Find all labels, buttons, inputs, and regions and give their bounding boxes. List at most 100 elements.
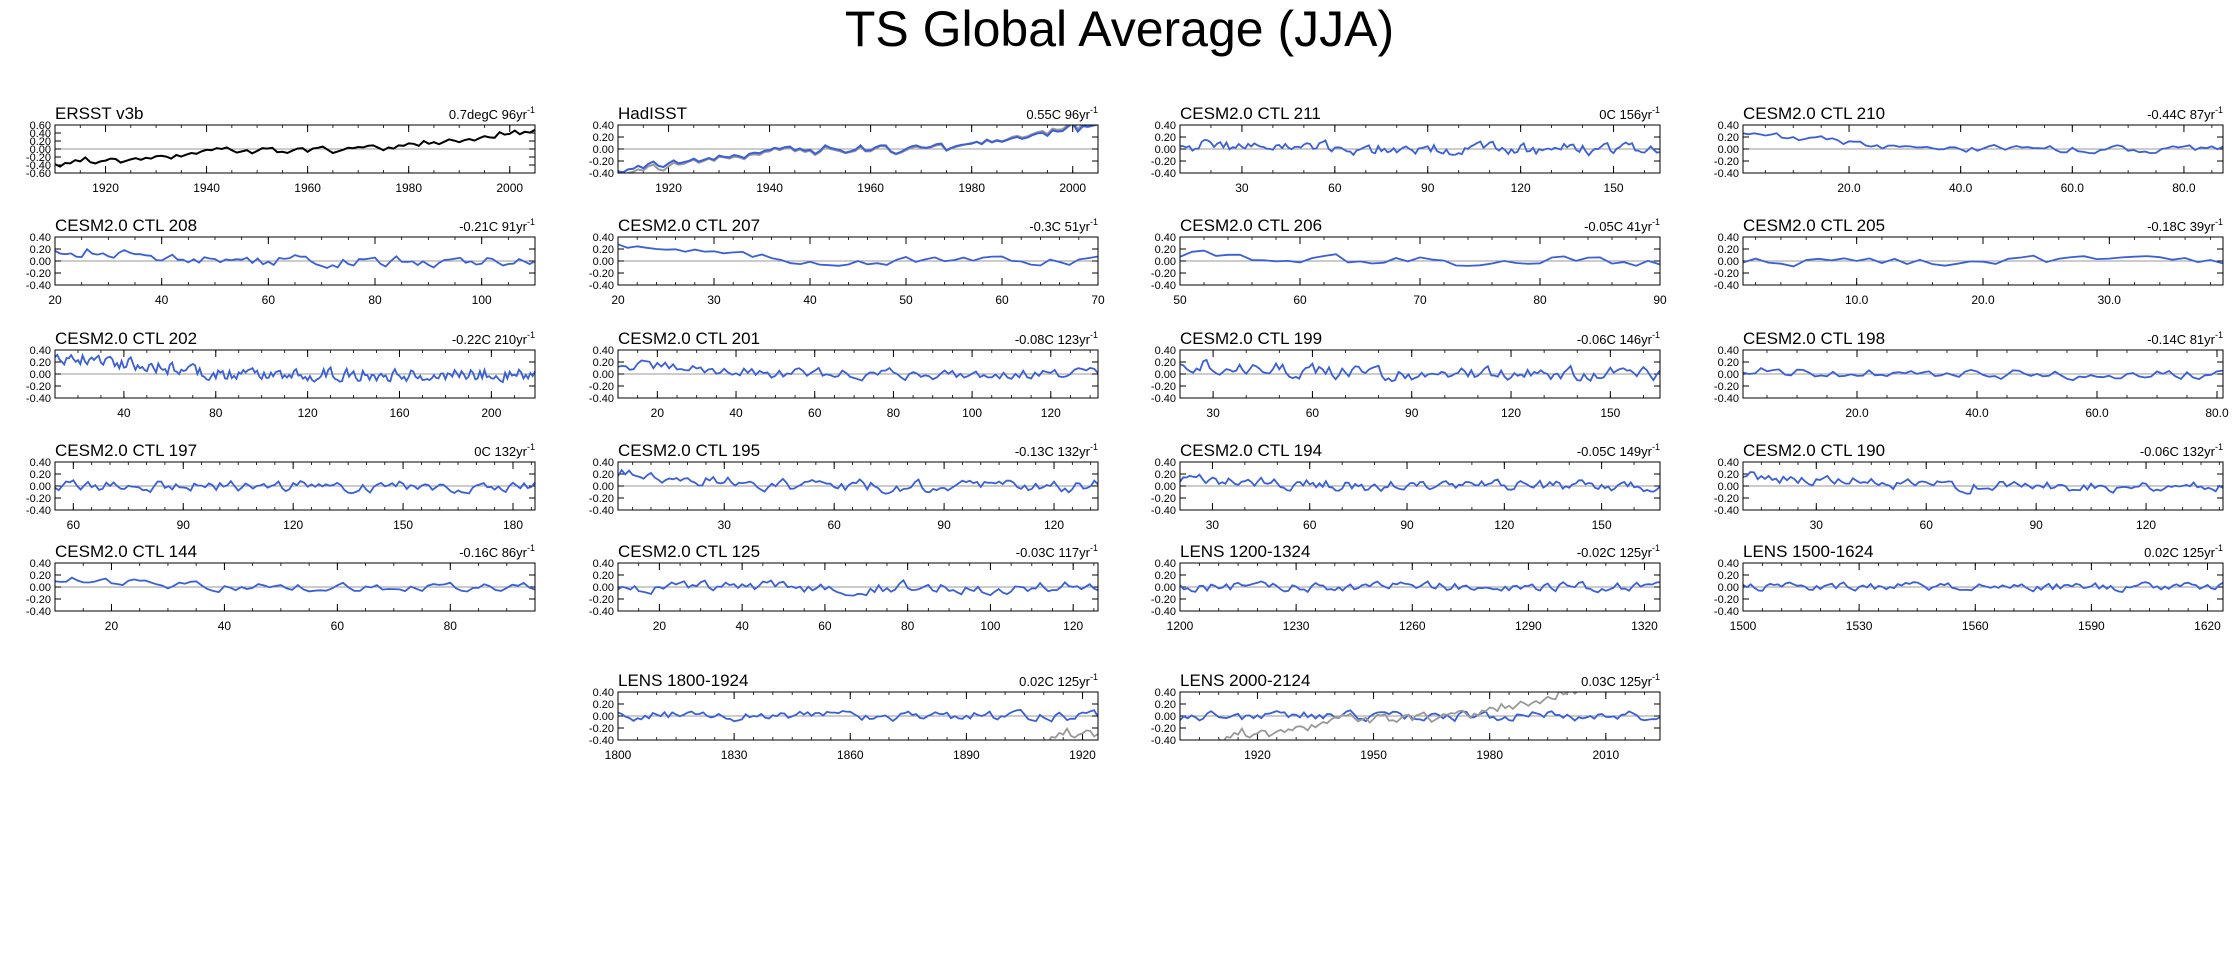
plot-frame — [617, 349, 1099, 399]
x-tick-label: 30 — [1206, 518, 1220, 532]
x-tick-label: 1980 — [1476, 748, 1503, 762]
x-tick-label: 1800 — [605, 748, 632, 762]
y-tick-label: -0.20 — [1714, 493, 1739, 505]
plot-frame — [617, 691, 1099, 741]
y-tick-label: 0.40 — [593, 687, 614, 699]
panel-trend: 0.03C 125yr-1 — [1581, 672, 1660, 689]
x-tick-label: 60 — [1303, 518, 1317, 532]
plot-frame — [54, 562, 536, 612]
panel-trend: 0.02C 125yr-1 — [1019, 672, 1098, 689]
x-tick-label: 1920 — [655, 181, 682, 195]
trend-exponent: -1 — [1652, 672, 1660, 682]
model-series-line — [55, 576, 535, 594]
x-tick-label: 150 — [1600, 406, 1620, 420]
panel-trend: -0.05C 41yr-1 — [1584, 217, 1660, 234]
x-tick-label: 80 — [368, 293, 382, 307]
x-tick-label: 60 — [995, 293, 1009, 307]
x-tick-label: 60 — [1920, 518, 1934, 532]
x-tick-label: 30 — [718, 518, 732, 532]
panel-title: CESM2.0 CTL 144 — [55, 542, 197, 561]
y-tick-label: -0.40 — [589, 735, 614, 747]
x-tick-label: 50 — [899, 293, 913, 307]
x-tick-label: 150 — [393, 518, 413, 532]
x-tick-label: 200 — [481, 406, 501, 420]
model-series-line — [1743, 581, 2223, 593]
y-tick-label: 0.40 — [1155, 120, 1176, 132]
y-tick-label: 0.20 — [30, 136, 51, 148]
panel-lens-1500-1624: LENS 1500-1624 0.02C 125yr-10.400.200.00-… — [1714, 542, 2224, 633]
panel-title: CESM2.0 CTL 208 — [55, 216, 197, 235]
y-tick-label: -0.40 — [1714, 168, 1739, 180]
model-series-line — [1180, 580, 1660, 594]
x-tick-label: 1260 — [1399, 619, 1426, 633]
x-tick-label: 60.0 — [2085, 406, 2109, 420]
y-tick-label: -0.60 — [26, 168, 51, 180]
y-tick-label: 0.40 — [1155, 457, 1176, 469]
x-tick-label: 1960 — [294, 181, 321, 195]
y-tick-label: 0.00 — [30, 144, 51, 156]
y-tick-label: 0.60 — [30, 120, 51, 132]
y-tick-label: 0.40 — [1155, 558, 1176, 570]
panel-trend: -0.02C 125yr-1 — [1577, 543, 1660, 560]
x-tick-label: 40 — [729, 406, 743, 420]
trend-exponent: -1 — [527, 105, 535, 115]
x-tick-label: 100 — [980, 619, 1000, 633]
plot-frame — [1742, 236, 2224, 286]
x-tick-label: 1980 — [395, 181, 422, 195]
x-tick-label: 120 — [2136, 518, 2156, 532]
model-series-line — [618, 359, 1098, 382]
x-tick-label: 40 — [155, 293, 169, 307]
x-tick-label: 1560 — [1962, 619, 1989, 633]
x-tick-label: 90 — [1400, 518, 1414, 532]
x-tick-label: 150 — [1592, 518, 1612, 532]
model-series-line — [1180, 138, 1660, 157]
x-tick-label: 70 — [1091, 293, 1105, 307]
y-tick-label: 0.00 — [1155, 582, 1176, 594]
trend-exponent: -1 — [1090, 442, 1098, 452]
x-tick-label: 90 — [177, 518, 191, 532]
x-tick-label: 60 — [1306, 406, 1320, 420]
x-tick-label: 80 — [209, 406, 223, 420]
plot-frame — [1179, 562, 1661, 612]
y-tick-label: 0.00 — [593, 256, 614, 268]
trend-exponent: -1 — [2215, 105, 2223, 115]
y-tick-label: 0.00 — [1155, 711, 1176, 723]
y-tick-label: -0.40 — [26, 280, 51, 292]
y-tick-label: 0.00 — [593, 369, 614, 381]
plot-frame — [1742, 562, 2224, 612]
x-tick-label: 1940 — [756, 181, 783, 195]
y-tick-label: -0.20 — [26, 594, 51, 606]
trend-exponent: -1 — [2215, 330, 2223, 340]
y-tick-label: 0.00 — [30, 481, 51, 493]
trend-exponent: -1 — [2215, 442, 2223, 452]
panel-trend: -0.03C 117yr-1 — [1016, 543, 1098, 560]
plot-frame — [1179, 461, 1661, 511]
panel-title: CESM2.0 CTL 199 — [1180, 329, 1322, 348]
panel-cesm2-0-ctl-190: CESM2.0 CTL 190 -0.06C 132yr-1 0.400.200.0… — [1714, 441, 2224, 532]
x-tick-label: 60 — [1293, 293, 1307, 307]
x-tick-label: 50 — [1173, 293, 1187, 307]
x-tick-label: 30 — [1235, 181, 1249, 195]
y-tick-label: 0.00 — [1155, 144, 1176, 156]
y-tick-label: -0.20 — [589, 268, 614, 280]
y-tick-label: 0.40 — [593, 345, 614, 357]
model-series-line — [1743, 132, 2223, 155]
panel-lens-2000-2124: LENS 2000-2124 0.03C 125yr-10.400.200.00-… — [1151, 671, 1661, 762]
panel-cesm2-0-ctl-210: CESM2.0 CTL 210 -0.44C 87yr-1 0.400.200.00… — [1714, 104, 2224, 195]
y-tick-label: 0.40 — [30, 457, 51, 469]
panel-cesm2-0-ctl-195: CESM2.0 CTL 195 -0.13C 132yr-1 0.400.200.0… — [589, 441, 1099, 532]
y-tick-label: -0.40 — [1151, 606, 1176, 618]
y-tick-label: -0.40 — [1151, 505, 1176, 517]
x-tick-label: 80.0 — [2172, 181, 2196, 195]
x-tick-label: 20 — [105, 619, 119, 633]
y-tick-label: -0.40 — [26, 393, 51, 405]
y-tick-label: 0.40 — [593, 457, 614, 469]
y-tick-label: 0.40 — [30, 232, 51, 244]
y-tick-label: -0.40 — [26, 505, 51, 517]
plot-frame — [54, 461, 536, 511]
x-tick-label: 1200 — [1167, 619, 1194, 633]
x-tick-label: 1920 — [1244, 748, 1271, 762]
panel-cesm2-0-ctl-198: CESM2.0 CTL 198 -0.14C 81yr-1 0.400.200.00… — [1714, 329, 2229, 420]
model-series-line — [618, 578, 1098, 597]
x-tick-label: 60 — [828, 518, 842, 532]
